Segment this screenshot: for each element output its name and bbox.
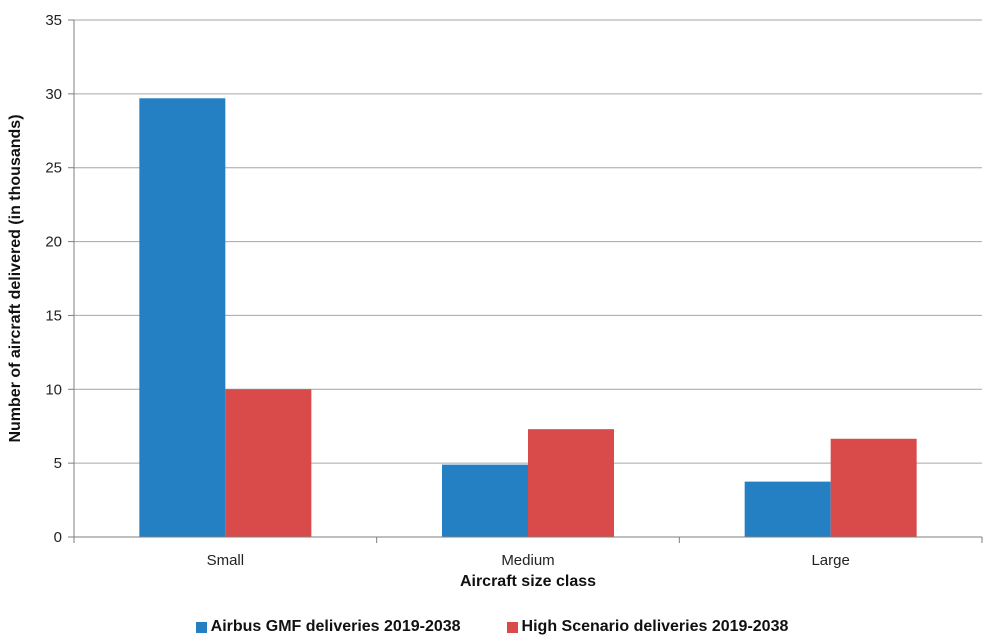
bar-small-series-1 <box>139 98 226 537</box>
x-tick-label: Medium <box>501 552 554 569</box>
x-axis-ticks: Small Medium Large <box>73 537 983 569</box>
y-axis-title: Number of aircraft delivered (in thousan… <box>7 114 24 442</box>
bar-medium-series-1 <box>442 464 528 537</box>
x-tick-label: Large <box>811 552 849 569</box>
legend-item-high-scenario: High Scenario deliveries 2019-2038 <box>506 617 789 637</box>
x-tick-label: Small <box>207 552 245 569</box>
legend-swatch-high-scenario <box>506 621 518 633</box>
bar-chart: 0 5 10 15 20 25 30 35 Small Medium Large Aircraft… <box>7 12 983 590</box>
y-tick-label: 35 <box>45 12 62 29</box>
bar-large-series-1 <box>744 481 831 537</box>
y-tick-label: 30 <box>45 86 62 103</box>
legend-label-airbus: Airbus GMF deliveries 2019-2038 <box>210 618 461 635</box>
y-tick-label: 20 <box>45 234 62 251</box>
bars <box>139 98 917 537</box>
bar-medium-series-2 <box>528 429 614 537</box>
bar-large-series-2 <box>830 438 917 537</box>
x-axis-title: Aircraft size class <box>460 573 596 590</box>
legend-label-high-scenario: High Scenario deliveries 2019-2038 <box>521 618 789 635</box>
legend-item-airbus: Airbus GMF deliveries 2019-2038 <box>195 617 461 637</box>
y-tick-label: 25 <box>45 160 62 177</box>
y-axis-ticks: 0 5 10 15 20 25 30 35 <box>45 12 74 546</box>
legend-swatch-airbus <box>195 621 207 633</box>
y-tick-label: 15 <box>45 307 62 324</box>
bar-small-series-2 <box>225 389 312 537</box>
legend: Airbus GMF deliveries 2019-2038 High Sce… <box>0 617 984 637</box>
y-tick-label: 0 <box>54 529 62 546</box>
y-tick-label: 10 <box>45 381 62 398</box>
y-tick-label: 5 <box>54 455 62 472</box>
